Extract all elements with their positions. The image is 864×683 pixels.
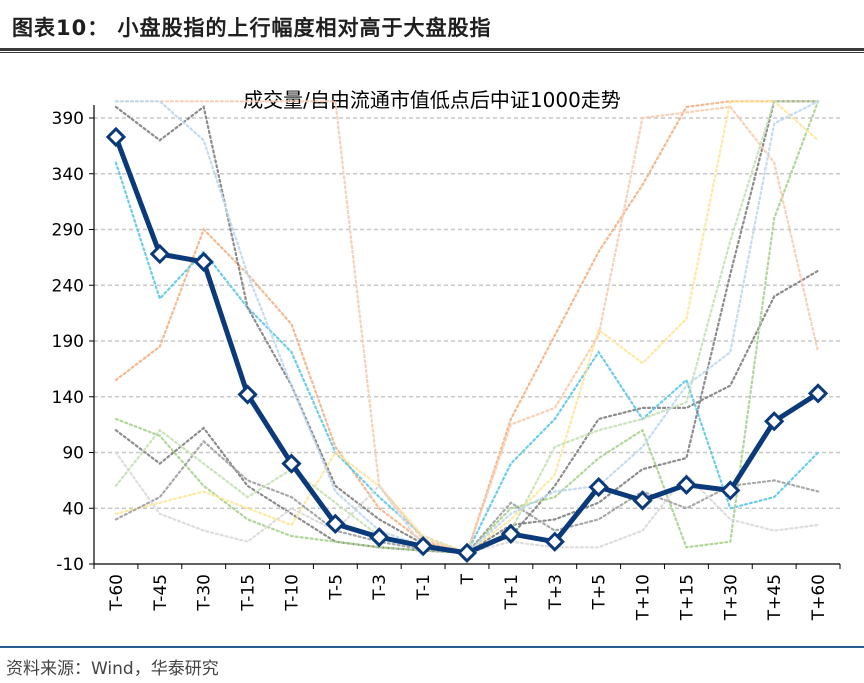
axes bbox=[93, 105, 840, 565]
line-chart: 成交量/自由流通市值低点后中证1000走势 -10 40 90 140 190 240 29… bbox=[52, 88, 841, 621]
data-point-marker bbox=[105, 126, 127, 148]
data-point-marker bbox=[149, 243, 170, 265]
x-tick-label: T+5 bbox=[590, 574, 610, 610]
x-tick-label: T+30 bbox=[721, 574, 741, 621]
y-tick-label: 190 bbox=[52, 332, 84, 352]
data-point-marker bbox=[281, 453, 302, 474]
footer-rule bbox=[0, 646, 864, 648]
y-tick-label: 240 bbox=[52, 276, 84, 296]
header-rule-thin bbox=[0, 52, 864, 53]
data-point-marker bbox=[632, 490, 653, 511]
data-point-marker bbox=[807, 383, 829, 404]
x-tick-label: T+1 bbox=[502, 574, 522, 610]
x-tick-label: T-60 bbox=[107, 574, 127, 612]
series-line-12 bbox=[114, 100, 820, 555]
data-point-marker bbox=[456, 542, 478, 563]
data-point-marker bbox=[193, 251, 214, 272]
y-tick-label: 90 bbox=[62, 444, 84, 464]
main-series bbox=[105, 126, 829, 563]
series-line-4 bbox=[114, 161, 820, 555]
y-tick-label: 390 bbox=[52, 109, 84, 129]
x-tick-label: T+3 bbox=[546, 574, 566, 610]
data-point-marker bbox=[764, 411, 785, 432]
x-tick-label: T-5 bbox=[326, 574, 346, 601]
x-tick-label: T+45 bbox=[765, 574, 785, 621]
x-tick-label: T-15 bbox=[239, 574, 259, 612]
figure-title: 图表10： 小盘股指的上行幅度相对高于大盘股指 bbox=[12, 16, 492, 40]
series-line-5 bbox=[114, 100, 820, 555]
x-tick-label: T-1 bbox=[414, 574, 434, 601]
series-line-6 bbox=[114, 100, 820, 555]
y-tick-label: -10 bbox=[56, 555, 84, 575]
series-line-7 bbox=[114, 100, 820, 555]
figure-header: 图表10： 小盘股指的上行幅度相对高于大盘股指 bbox=[0, 0, 864, 53]
data-point-marker bbox=[369, 527, 390, 548]
y-tick-label: 40 bbox=[62, 499, 84, 519]
y-tick-label: 340 bbox=[52, 165, 84, 185]
gridlines bbox=[94, 117, 840, 509]
series-line-10 bbox=[114, 451, 820, 555]
data-point-marker bbox=[544, 531, 565, 552]
y-axis-ticks: -10 40 90 140 190 240 290 340 390 bbox=[52, 109, 94, 575]
series-line-3 bbox=[114, 100, 820, 555]
background-series bbox=[114, 100, 820, 555]
series-line-8 bbox=[114, 100, 820, 555]
x-tick-label: T-3 bbox=[370, 574, 390, 601]
x-tick-label: T+60 bbox=[809, 574, 829, 621]
x-tick-label: T-10 bbox=[282, 574, 302, 612]
y-tick-label: 140 bbox=[52, 388, 84, 408]
x-tick-label: T+10 bbox=[634, 574, 654, 621]
data-point-marker bbox=[676, 474, 697, 495]
data-point-marker bbox=[588, 476, 609, 498]
header-rule-thick bbox=[0, 48, 864, 51]
data-point-marker bbox=[720, 480, 741, 501]
chart-title: 成交量/自由流通市值低点后中证1000走势 bbox=[243, 88, 621, 112]
data-point-marker bbox=[325, 513, 346, 534]
data-point-marker bbox=[412, 536, 434, 557]
source-note: 资料来源：Wind，华泰研究 bbox=[6, 659, 219, 679]
x-tick-label: T bbox=[458, 573, 478, 585]
y-tick-label: 290 bbox=[52, 221, 84, 241]
data-point-marker bbox=[237, 384, 258, 405]
data-point-marker bbox=[500, 523, 522, 545]
series-line-11 bbox=[114, 100, 820, 555]
x-axis-ticks: T-60 T-45 T-30 T-15 T-10 T-5 T-3 T-1 T T+1 T+3 T+5 T… bbox=[93, 564, 841, 621]
x-tick-label: T-30 bbox=[195, 574, 215, 612]
x-tick-label: T-45 bbox=[151, 574, 171, 612]
x-tick-label: T+15 bbox=[677, 574, 697, 621]
